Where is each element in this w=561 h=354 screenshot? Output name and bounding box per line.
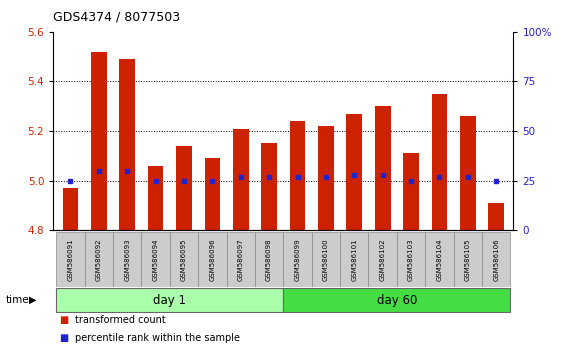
Bar — [425, 232, 454, 287]
Text: ■: ■ — [59, 333, 68, 343]
Text: time: time — [6, 295, 29, 305]
Bar — [460, 116, 476, 230]
Bar — [397, 232, 425, 287]
Bar — [85, 232, 113, 287]
Text: day 1: day 1 — [153, 293, 186, 307]
Bar — [489, 203, 504, 230]
Bar — [454, 232, 482, 287]
Text: ▶: ▶ — [29, 295, 36, 305]
Text: GSM586095: GSM586095 — [181, 238, 187, 281]
Bar — [347, 114, 362, 230]
Bar — [198, 232, 227, 287]
Bar — [289, 121, 305, 230]
Text: GSM586098: GSM586098 — [266, 238, 272, 281]
Bar — [283, 288, 511, 312]
Text: GSM586096: GSM586096 — [209, 238, 215, 281]
Bar — [170, 232, 198, 287]
Text: ■: ■ — [59, 315, 68, 325]
Text: GSM586102: GSM586102 — [380, 238, 386, 281]
Text: transformed count: transformed count — [75, 315, 165, 325]
Text: GSM586100: GSM586100 — [323, 238, 329, 281]
Bar — [375, 106, 390, 230]
Text: GSM586099: GSM586099 — [295, 238, 301, 281]
Text: GSM586097: GSM586097 — [238, 238, 243, 281]
Bar — [62, 188, 78, 230]
Bar — [227, 232, 255, 287]
Bar — [148, 166, 163, 230]
Bar — [482, 232, 511, 287]
Bar — [340, 232, 369, 287]
Text: GSM586104: GSM586104 — [436, 238, 443, 281]
Bar — [312, 232, 340, 287]
Text: GSM586103: GSM586103 — [408, 238, 414, 281]
Bar — [255, 232, 283, 287]
Bar — [233, 129, 249, 230]
Bar — [119, 59, 135, 230]
Text: GSM586101: GSM586101 — [351, 238, 357, 281]
Text: GSM586105: GSM586105 — [465, 238, 471, 281]
Bar — [56, 288, 283, 312]
Bar — [403, 153, 419, 230]
Text: GSM586094: GSM586094 — [153, 238, 159, 281]
Bar — [141, 232, 170, 287]
Text: GSM586093: GSM586093 — [124, 238, 130, 281]
Bar — [176, 146, 192, 230]
Bar — [369, 232, 397, 287]
Text: GSM586092: GSM586092 — [96, 238, 102, 281]
Text: percentile rank within the sample: percentile rank within the sample — [75, 333, 240, 343]
Bar — [318, 126, 334, 230]
Bar — [56, 232, 85, 287]
Bar — [91, 52, 107, 230]
Bar — [283, 232, 312, 287]
Text: GDS4374 / 8077503: GDS4374 / 8077503 — [53, 11, 181, 24]
Bar — [113, 232, 141, 287]
Text: GSM586091: GSM586091 — [67, 238, 73, 281]
Bar — [431, 94, 447, 230]
Text: GSM586106: GSM586106 — [493, 238, 499, 281]
Bar — [261, 143, 277, 230]
Bar — [205, 158, 220, 230]
Text: day 60: day 60 — [376, 293, 417, 307]
